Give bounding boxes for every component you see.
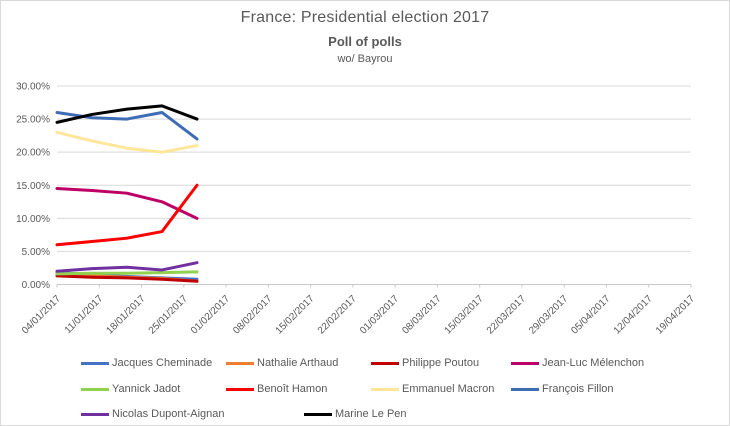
y-tick-label: 15.00% [16,181,50,192]
x-tick-label: 22/02/2017 [316,293,359,336]
x-tick-label: 12/04/2017 [612,293,655,336]
series-line-nicolas-dupont-aignan [55,261,199,273]
y-tick-label: 5.00% [22,247,50,258]
series-line-emmanuel-macron [55,130,199,154]
x-tick-label: 25/01/2017 [147,293,190,336]
y-tick-label: 20.00% [16,148,50,159]
x-tick-label: 15/03/2017 [443,293,486,336]
x-tick-label: 08/02/2017 [231,293,274,336]
y-tick-label: 25.00% [16,115,50,126]
x-tick-label: 01/02/2017 [189,293,232,336]
x-tick-label: 11/01/2017 [63,293,106,336]
series-line-yannick-jadot [55,270,199,276]
x-tick-label: 29/03/2017 [527,293,570,336]
y-tick-label: 10.00% [16,214,50,225]
x-tick-label: 18/01/2017 [104,293,147,336]
series-lines [55,104,199,283]
x-axis: 04/01/2017 11/01/2017 18/01/2017 25/01/2017… [20,284,697,337]
series-line-beno-t-hamon [55,183,199,247]
x-tick-label: 08/03/2017 [400,293,443,336]
y-tick-label: 30.00% [16,82,50,93]
chart-note: wo/ Bayrou [337,53,393,65]
series-line-marine-le-pen [55,104,199,124]
x-tick-label: 15/02/2017 [274,293,317,336]
y-tick-label: 0.00% [22,280,50,291]
x-tick-label: 05/04/2017 [569,293,612,336]
x-tick-label: 22/03/2017 [485,293,528,336]
x-tick-label: 01/03/2017 [358,293,401,336]
chart-subtitle: Poll of polls [328,34,402,49]
series-line-jean-luc-m-lenchon [55,187,199,220]
x-tick-label: 04/01/2017 [20,293,63,336]
x-tick-label: 19/04/2017 [654,293,697,336]
chart-title: France: Presidential election 2017 [240,9,490,26]
series-line-philippe-poutou [55,274,199,283]
y-axis-labels: 30.00% 25.00% 20.00% 15.00% 10.00% 5.00% 0.00% [16,82,50,292]
